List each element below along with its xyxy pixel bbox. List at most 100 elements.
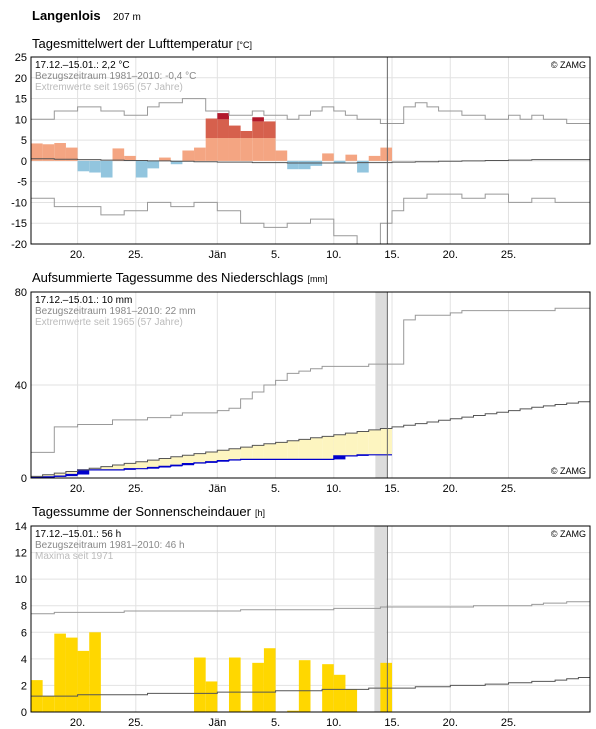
temp-bar-excess — [228, 125, 241, 139]
x-tick-label: 20. — [70, 717, 85, 729]
x-tick-label: 10. — [326, 483, 341, 495]
temp-bar-cold — [287, 160, 299, 170]
temp-bar-cold — [77, 160, 90, 172]
temp-bar — [42, 144, 55, 161]
chart-panel-3: Tagessumme der Sonnenscheindauer [h] 0 2 4 6 8… — [15, 504, 591, 729]
x-tick-label: 15. — [384, 717, 399, 729]
precip-deficit-area — [159, 458, 171, 467]
precip-deficit-area — [287, 440, 299, 460]
sunshine-bar — [333, 674, 346, 712]
x-tick-label: 15. — [384, 249, 399, 261]
x-tick-label: 5. — [271, 717, 280, 729]
precip-deficit-area — [217, 450, 229, 461]
precip-increment — [65, 474, 78, 477]
sunshine-bar — [228, 657, 241, 712]
y-tick-label: -10 — [11, 197, 27, 209]
precip-area — [345, 456, 357, 478]
temp-bar — [263, 138, 276, 161]
temp-bar — [112, 148, 125, 161]
precip-increment — [205, 461, 218, 463]
temp-bar — [205, 138, 218, 161]
precip-deficit-area — [357, 431, 369, 455]
info-line-2: Bezugszeitraum 1981–2010: 46 h — [35, 540, 185, 551]
precip-deficit-area — [147, 460, 160, 468]
min-line — [31, 193, 590, 245]
temp-bar — [182, 150, 195, 161]
x-tick-label: 25. — [128, 483, 143, 495]
temp-bar-excess — [263, 121, 276, 139]
precip-deficit-area — [182, 455, 195, 464]
y-tick-label: 80 — [15, 287, 27, 299]
temp-bar — [345, 154, 358, 161]
plot-frame — [30, 525, 591, 713]
x-tick-label: 5. — [271, 249, 280, 261]
precip-area — [124, 469, 136, 478]
sunshine-bar — [54, 633, 66, 712]
sunshine-bar — [322, 664, 334, 712]
temp-bar-excess — [252, 121, 264, 139]
info-line-1: 17.12.–15.01.: 10 mm — [35, 295, 132, 306]
y-tick-label: 14 — [15, 521, 27, 533]
y-tick-label: 6 — [21, 627, 27, 639]
y-tick-label: 40 — [15, 380, 27, 392]
precip-deficit-area — [380, 428, 393, 455]
x-tick-label: Jän — [208, 483, 226, 495]
x-tick-label: 5. — [271, 483, 280, 495]
precip-area — [217, 461, 229, 478]
y-tick-label: -15 — [11, 218, 27, 230]
precip-deficit-area — [263, 443, 276, 460]
y-tick-label: 0 — [21, 707, 27, 719]
sunshine-bar — [240, 710, 253, 712]
x-tick-label: 25. — [501, 717, 516, 729]
temp-bar — [194, 147, 206, 161]
plot-frame — [30, 56, 591, 245]
temp-bar-cold — [333, 160, 346, 163]
temp-bar — [54, 143, 66, 161]
precip-area — [113, 470, 125, 478]
precip-deficit-area — [228, 448, 241, 460]
max-line — [31, 601, 590, 615]
x-tick-label: 25. — [128, 249, 143, 261]
y-tick-label: 15 — [15, 94, 27, 106]
sunshine-bar — [77, 650, 90, 712]
temp-bar — [124, 155, 136, 161]
y-tick-label: 25 — [15, 52, 27, 64]
temp-bar-extreme — [252, 117, 264, 122]
temp-bar — [31, 143, 43, 161]
x-tick-label: Jän — [208, 249, 226, 261]
temp-bar — [380, 147, 393, 161]
temp-bar — [228, 138, 241, 161]
sunshine-bar — [42, 696, 55, 712]
precip-area — [89, 470, 101, 478]
precip-deficit-area — [333, 434, 346, 456]
x-tick-label: 15. — [384, 483, 399, 495]
temp-bar-cold — [147, 160, 160, 169]
info-line-1: 17.12.–15.01.: 56 h — [35, 529, 121, 540]
plot-frame — [30, 291, 591, 479]
info-line-3: Extremwerte seit 1965 (57 Jahre) — [35, 317, 183, 328]
temp-bar — [252, 138, 264, 161]
sunshine-bar — [194, 657, 206, 712]
temp-bar-cold — [89, 160, 101, 173]
precip-deficit-area — [65, 471, 78, 475]
y-tick-label: 4 — [21, 654, 27, 666]
x-tick-label: 25. — [128, 717, 143, 729]
precip-area — [136, 469, 148, 478]
chart-title: Tagesmittelwert der Lufttemperatur — [32, 36, 234, 51]
y-tick-label: 2 — [21, 680, 27, 692]
temp-bar — [368, 155, 381, 161]
precip-area — [299, 459, 311, 478]
precip-area — [357, 455, 369, 478]
y-tick-label: 20 — [15, 73, 27, 85]
station-name: Langenlois — [32, 8, 101, 23]
x-tick-label: 20. — [70, 483, 85, 495]
x-tick-label: 20. — [443, 717, 458, 729]
chart-title: Tagessumme der Sonnenscheindauer — [32, 504, 252, 519]
sunshine-bar — [298, 660, 311, 712]
precip-area — [229, 460, 241, 478]
precip-increment — [147, 467, 160, 469]
precip-deficit-area — [42, 474, 55, 477]
info-line-3: Maxima seit 1971 — [35, 551, 114, 562]
temp-bar-extreme — [217, 113, 229, 120]
